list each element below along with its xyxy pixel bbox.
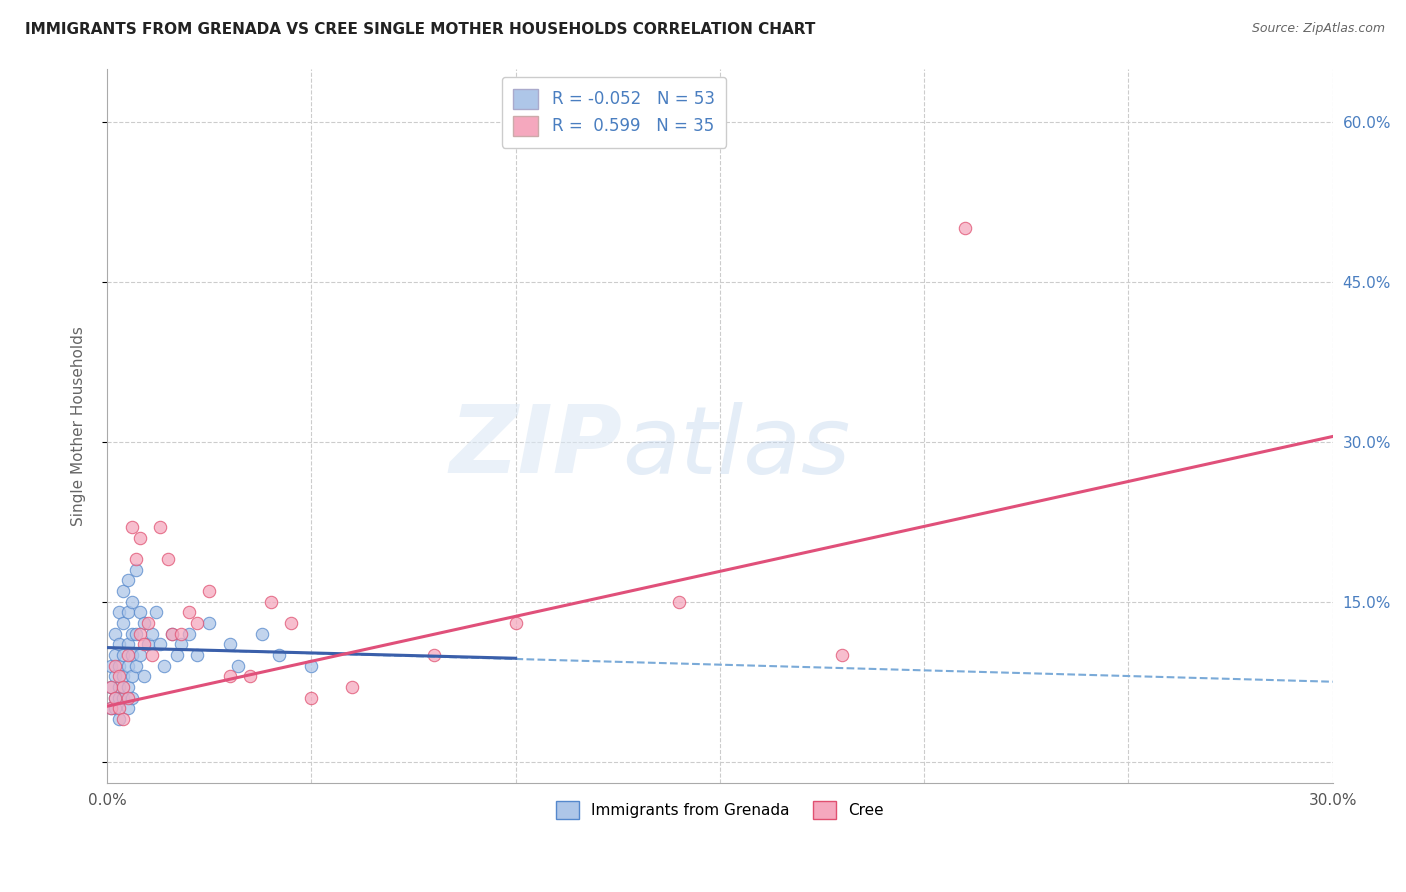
Point bbox=[177, 626, 200, 640]
Point bbox=[505, 616, 527, 631]
Point bbox=[124, 626, 146, 640]
Point bbox=[132, 669, 155, 683]
Y-axis label: Single Mother Households: Single Mother Households bbox=[72, 326, 86, 525]
Point bbox=[267, 648, 290, 662]
Point bbox=[226, 658, 249, 673]
Point bbox=[141, 626, 163, 640]
Point bbox=[953, 221, 976, 235]
Point bbox=[177, 606, 200, 620]
Text: Source: ZipAtlas.com: Source: ZipAtlas.com bbox=[1251, 22, 1385, 36]
Point bbox=[239, 669, 262, 683]
Point bbox=[108, 712, 131, 726]
Point bbox=[112, 712, 135, 726]
Point bbox=[121, 595, 143, 609]
Point bbox=[121, 690, 143, 705]
Point bbox=[157, 552, 180, 566]
Point bbox=[252, 626, 274, 640]
Point bbox=[112, 680, 135, 694]
Point bbox=[218, 669, 240, 683]
Point bbox=[112, 584, 135, 599]
Point bbox=[299, 690, 322, 705]
Point bbox=[162, 626, 184, 640]
Text: ZIP: ZIP bbox=[449, 401, 621, 493]
Point bbox=[668, 595, 690, 609]
Point bbox=[108, 690, 131, 705]
Point bbox=[117, 680, 139, 694]
Point bbox=[218, 637, 240, 651]
Point bbox=[117, 658, 139, 673]
Point bbox=[280, 616, 302, 631]
Point bbox=[166, 648, 188, 662]
Point bbox=[132, 637, 155, 651]
Point bbox=[117, 574, 139, 588]
Point bbox=[112, 690, 135, 705]
Point bbox=[112, 616, 135, 631]
Point bbox=[128, 648, 150, 662]
Point bbox=[145, 606, 167, 620]
Point bbox=[153, 658, 176, 673]
Point bbox=[112, 648, 135, 662]
Point bbox=[108, 701, 131, 715]
Point bbox=[121, 648, 143, 662]
Point bbox=[831, 648, 853, 662]
Point bbox=[124, 658, 146, 673]
Legend: Immigrants from Grenada, Cree: Immigrants from Grenada, Cree bbox=[550, 795, 890, 825]
Point bbox=[100, 680, 122, 694]
Point bbox=[104, 690, 127, 705]
Point bbox=[198, 616, 221, 631]
Point bbox=[149, 637, 172, 651]
Point bbox=[104, 626, 127, 640]
Point bbox=[104, 648, 127, 662]
Point bbox=[100, 680, 122, 694]
Point bbox=[342, 680, 364, 694]
Point bbox=[162, 626, 184, 640]
Point bbox=[104, 669, 127, 683]
Point bbox=[121, 520, 143, 534]
Point bbox=[100, 701, 122, 715]
Point bbox=[198, 584, 221, 599]
Point bbox=[112, 669, 135, 683]
Point bbox=[117, 606, 139, 620]
Point bbox=[124, 563, 146, 577]
Text: atlas: atlas bbox=[621, 401, 851, 492]
Point bbox=[104, 690, 127, 705]
Point bbox=[108, 680, 131, 694]
Point bbox=[100, 701, 122, 715]
Point bbox=[132, 616, 155, 631]
Point bbox=[104, 658, 127, 673]
Point bbox=[117, 690, 139, 705]
Point bbox=[169, 637, 191, 651]
Point bbox=[128, 606, 150, 620]
Point bbox=[299, 658, 322, 673]
Point bbox=[128, 626, 150, 640]
Point bbox=[423, 648, 446, 662]
Point bbox=[117, 637, 139, 651]
Point bbox=[121, 626, 143, 640]
Point bbox=[108, 606, 131, 620]
Point bbox=[117, 648, 139, 662]
Point bbox=[149, 520, 172, 534]
Point bbox=[108, 658, 131, 673]
Text: IMMIGRANTS FROM GRENADA VS CREE SINGLE MOTHER HOUSEHOLDS CORRELATION CHART: IMMIGRANTS FROM GRENADA VS CREE SINGLE M… bbox=[25, 22, 815, 37]
Point bbox=[108, 637, 131, 651]
Point bbox=[259, 595, 281, 609]
Point bbox=[117, 701, 139, 715]
Point bbox=[121, 669, 143, 683]
Point bbox=[169, 626, 191, 640]
Point bbox=[186, 616, 208, 631]
Point bbox=[104, 701, 127, 715]
Point bbox=[141, 648, 163, 662]
Point bbox=[128, 531, 150, 545]
Point bbox=[186, 648, 208, 662]
Point bbox=[124, 552, 146, 566]
Point bbox=[136, 637, 159, 651]
Point bbox=[108, 669, 131, 683]
Point bbox=[100, 658, 122, 673]
Point bbox=[136, 616, 159, 631]
